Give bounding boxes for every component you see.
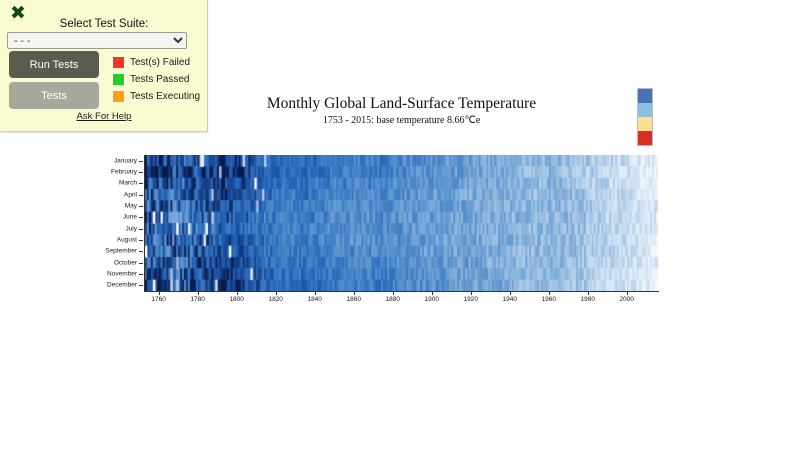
y-tick-label-september: September [105,247,137,255]
test-suite-select[interactable]: - - - [7,32,187,49]
y-tick-mark-march [139,183,143,185]
y-tick-label-july: July [125,225,137,233]
y-tick-label-december: December [107,281,137,289]
status-label-failed: Test(s) Failed [130,57,191,68]
y-tick-mark-february [139,172,143,173]
y-tick-mark-june [139,217,143,219]
legend-swatch-3 [638,131,652,145]
close-x-icon[interactable]: ✖ [10,2,26,24]
status-swatch-failed [113,57,124,68]
y-axis-line [144,155,145,292]
y-axis-month-labels: January February March April May June July Augu… [95,155,143,291]
status-swatch-passed [113,74,124,85]
heatmap-plot [145,155,658,291]
y-tick-mark-july [139,228,143,230]
x-axis-line [144,291,659,292]
y-tick-label-april: April [123,191,137,199]
x-tick-label-1900: 1900 [424,296,439,303]
x-tick-label-1960: 1960 [541,296,556,303]
x-tick-label-1940: 1940 [502,296,517,303]
x-tick-label-1860: 1860 [346,296,361,303]
ask-for-help-link[interactable]: Ask For Help [76,111,132,122]
y-tick-mark-october [139,262,143,264]
x-tick-mark-2000 [626,291,628,295]
x-axis-year-labels: 1760 1780 1800 1820 1840 1860 1880 1900 1920 1940… [145,291,658,307]
heatmap-canvas [145,155,658,291]
x-tick-mark-1940 [509,291,511,295]
status-label-executing: Tests Executing [130,91,201,102]
color-legend [637,88,653,146]
x-tick-mark-1920 [470,291,472,295]
y-tick-label-october: October [113,259,137,267]
x-tick-label-1760: 1760 [151,296,166,303]
status-swatch-executing [113,91,124,102]
y-tick-mark-september [139,251,143,253]
x-tick-label-1780: 1780 [190,296,205,303]
x-tick-mark-1820 [275,291,277,295]
legend-swatch-1 [638,103,652,117]
legend-swatch-2 [638,117,652,131]
y-tick-mark-december [139,285,143,287]
y-tick-mark-august [139,240,143,241]
y-tick-mark-november [139,274,143,275]
status-legend-executing: Tests Executing [113,90,200,103]
x-tick-mark-1960 [548,291,550,295]
x-tick-label-1880: 1880 [385,296,400,303]
y-tick-mark-april [139,194,143,196]
x-tick-label-1980: 1980 [580,296,595,303]
x-tick-label-1820: 1820 [268,296,283,303]
y-tick-mark-may [139,206,143,207]
run-tests-button[interactable]: Run Tests [9,51,99,78]
y-tick-label-june: June [122,213,137,221]
x-tick-label-1800: 1800 [229,296,244,303]
legend-swatch-0 [638,89,652,103]
y-tick-label-august: August [116,236,137,244]
x-tick-mark-1880 [392,291,394,295]
x-tick-label-1920: 1920 [463,296,478,303]
status-legend-failed: Test(s) Failed [113,56,190,69]
x-tick-mark-1780 [197,291,199,295]
x-tick-mark-1860 [353,291,355,295]
y-tick-label-november: November [107,270,137,278]
y-tick-label-january: January [113,157,137,165]
y-tick-mark-january [139,160,143,162]
x-tick-label-2000: 2000 [619,296,635,303]
x-tick-label-1840: 1840 [307,296,322,303]
x-tick-mark-1800 [236,291,238,295]
x-tick-mark-1760 [158,291,160,295]
y-tick-label-february: February [110,168,137,176]
chart-title: Monthly Global Land-Surface Temperature [266,95,537,112]
select-test-suite-label: Select Test Suite: [59,18,149,30]
chart-subtitle: 1753 - 2015: base temperature 8.66℃e [322,115,481,126]
x-tick-mark-1840 [314,291,316,295]
x-tick-mark-1980 [587,291,589,295]
x-tick-mark-1900 [431,291,433,295]
y-tick-label-march: March [118,179,137,187]
status-legend-passed: Tests Passed [113,73,189,86]
test-runner-panel: ✖ Select Test Suite: - - - Run Tests Tes… [0,0,208,132]
tests-button[interactable]: Tests [9,82,99,109]
status-label-passed: Tests Passed [130,74,190,85]
y-tick-label-may: May [124,202,137,210]
